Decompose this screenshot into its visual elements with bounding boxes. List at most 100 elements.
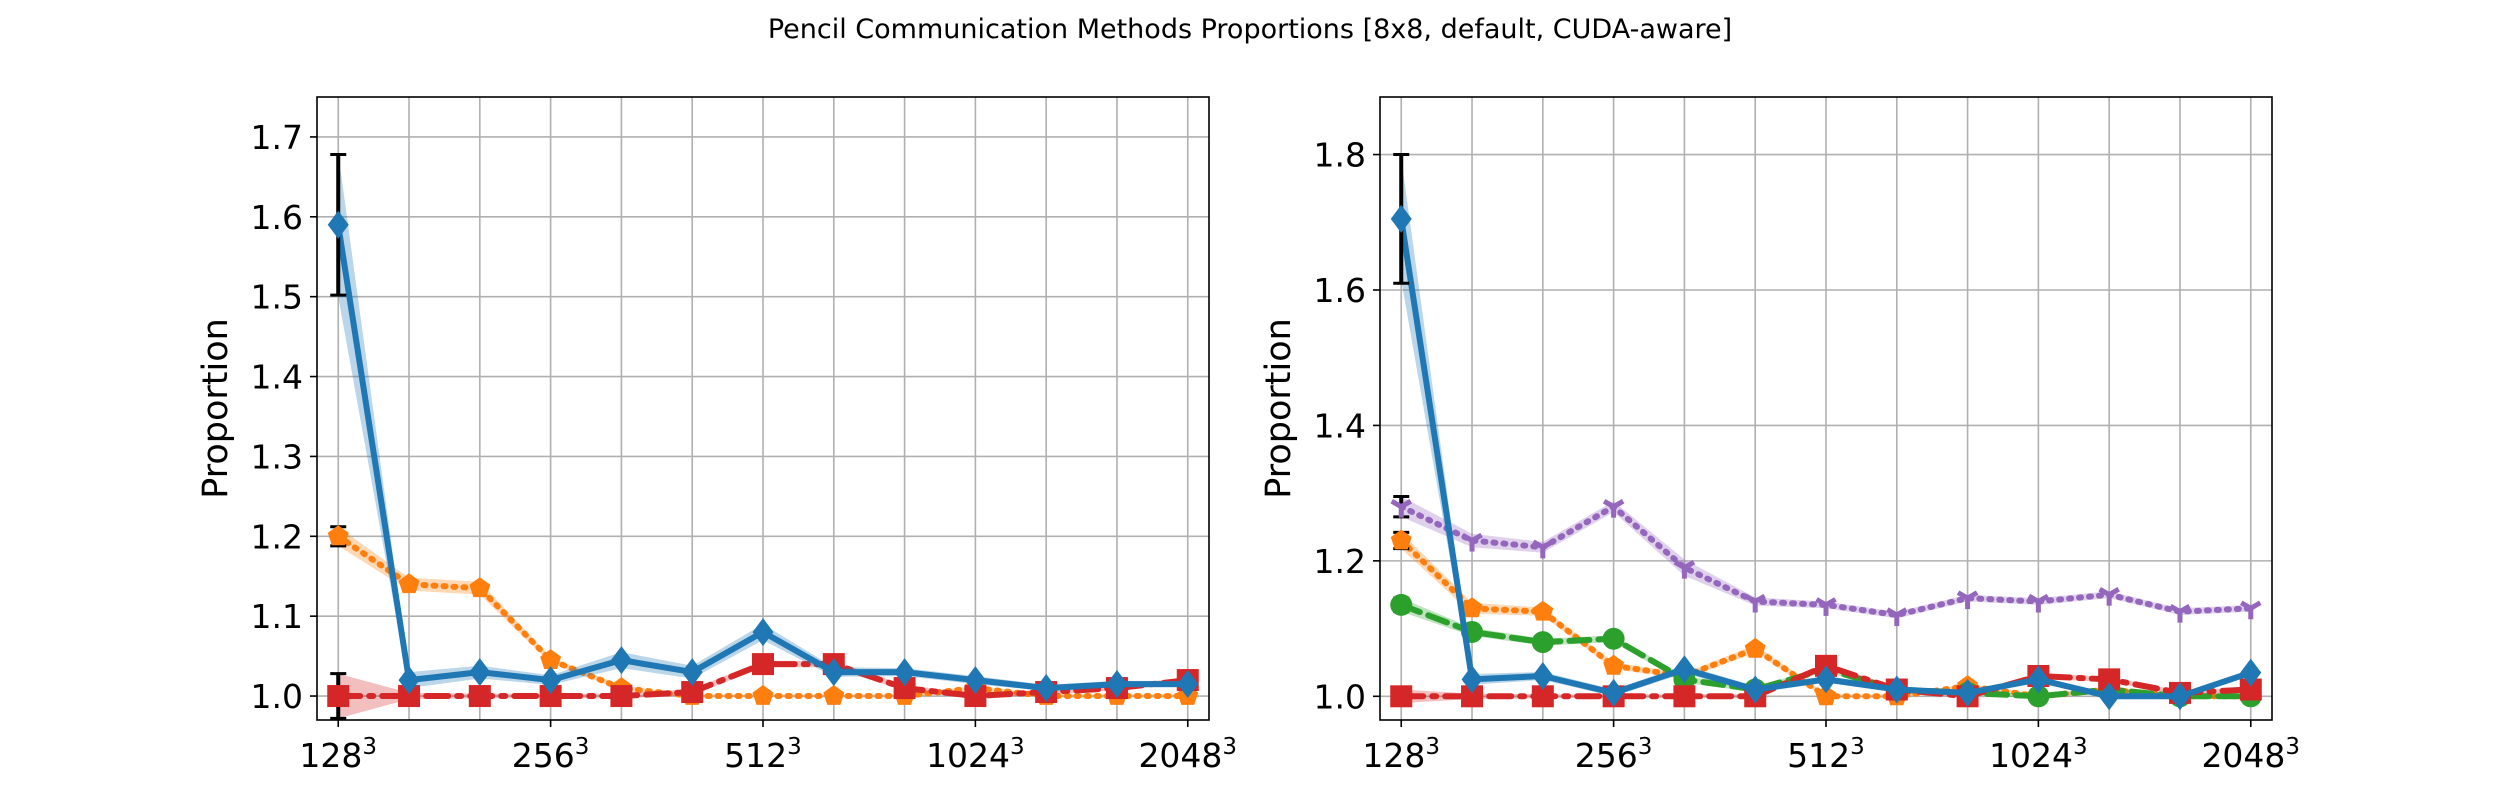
- series-blue: [1390, 153, 2262, 711]
- data-point: [1390, 685, 1413, 708]
- data-point: [1886, 607, 1908, 627]
- data-point: [1744, 675, 1766, 704]
- data-point: [1815, 597, 1837, 616]
- data-point: [964, 666, 986, 695]
- y-tick-label: 1.0: [251, 677, 303, 716]
- data-point: [398, 685, 421, 708]
- data-point: [1603, 678, 1625, 707]
- data-point: [1886, 675, 1908, 704]
- data-point: [1531, 685, 1554, 708]
- data-point: [327, 210, 349, 239]
- grid: [1380, 97, 2272, 720]
- data-point: [1744, 637, 1766, 658]
- data-point: [398, 573, 420, 594]
- data-point: [2098, 668, 2121, 691]
- data-point: [2239, 600, 2262, 620]
- data-point: [1461, 685, 1484, 708]
- y-tick-label: 1.2: [1314, 542, 1366, 581]
- x-tick-label: 2563: [512, 734, 590, 775]
- y-tick-label: 1.4: [1314, 406, 1366, 445]
- data-point: [752, 685, 774, 705]
- data-point: [1956, 590, 1979, 610]
- data-point: [1673, 685, 1696, 708]
- data-point: [1673, 655, 1695, 684]
- data-point: [2027, 685, 2050, 708]
- data-point: [1177, 670, 1199, 699]
- y-tick-label: 1.5: [251, 278, 303, 317]
- data-point: [681, 681, 704, 704]
- data-point: [610, 646, 632, 675]
- data-point: [893, 677, 916, 700]
- data-point: [2169, 603, 2191, 623]
- data-point: [1957, 678, 1979, 707]
- x-tick-label: 10243: [1989, 734, 2088, 775]
- data-point: [610, 685, 633, 708]
- data-point: [1390, 204, 1412, 233]
- data-point: [2098, 682, 2120, 711]
- data-point: [1815, 685, 1837, 706]
- data-point: [752, 618, 774, 647]
- data-point: [327, 685, 350, 708]
- data-point: [1602, 499, 1625, 518]
- data-point: [1532, 661, 1554, 690]
- data-point: [1815, 665, 1837, 694]
- data-point: [1461, 532, 1483, 552]
- data-point: [2098, 587, 2120, 606]
- x-tick-label: 2563: [1575, 734, 1653, 775]
- data-point: [1461, 597, 1483, 618]
- data-point: [1673, 559, 1696, 579]
- x-tick-label: 5123: [1787, 734, 1865, 775]
- y-tick-label: 1.4: [251, 358, 303, 397]
- data-point: [1532, 539, 1554, 559]
- data-point: [1390, 593, 1413, 616]
- data-point: [1531, 631, 1554, 654]
- data-point: [327, 525, 349, 546]
- y-tick-label: 1.8: [1314, 136, 1366, 175]
- x-tick-label: 20483: [1138, 734, 1237, 775]
- data-point: [2240, 658, 2262, 687]
- data-point: [1602, 627, 1625, 650]
- data-point: [539, 685, 562, 708]
- data-point: [1390, 499, 1413, 518]
- data-point: [1744, 593, 1766, 613]
- y-axis-label: Proportion: [1259, 318, 1299, 499]
- data-point: [823, 658, 845, 687]
- left-panel: 1.0 1.1 1.2 1.3 1.4 1.5 1.6 1.7 1283 2563 5123 1024…: [196, 96, 1237, 775]
- data-point: [1461, 665, 1483, 694]
- y-axis-label: Proportion: [196, 318, 236, 499]
- y-tick-label: 1.7: [251, 118, 303, 157]
- series-blue: [327, 152, 1199, 703]
- data-point: [1532, 600, 1554, 621]
- confidence-band: [338, 526, 1188, 698]
- data-point: [2027, 665, 2049, 694]
- data-point: [1106, 670, 1128, 699]
- y-tick-label: 1.3: [251, 437, 303, 476]
- chart-title: Pencil Communication Methods Proportions…: [768, 14, 1732, 45]
- series-purple: [1390, 495, 2262, 627]
- data-point: [752, 653, 774, 676]
- y-tick-label: 1.6: [1314, 271, 1366, 310]
- data-point: [894, 658, 916, 687]
- data-point: [1035, 674, 1057, 703]
- data-point: [1603, 654, 1625, 675]
- data-point: [2239, 678, 2262, 701]
- x-tick-label: 5123: [724, 734, 802, 775]
- y-tick-label: 1.1: [251, 597, 303, 636]
- y-tick-label: 1.0: [1314, 677, 1366, 716]
- x-tick-label: 1283: [299, 734, 377, 775]
- data-point: [823, 685, 845, 705]
- data-point: [681, 658, 703, 687]
- data-point: [468, 685, 491, 708]
- data-point: [1390, 529, 1412, 550]
- x-tick-label: 20483: [2201, 734, 2300, 775]
- data-point: [469, 658, 491, 687]
- x-tick-label: 1283: [1362, 734, 1440, 775]
- data-point: [2027, 593, 2050, 613]
- data-point: [398, 666, 420, 695]
- x-tick-label: 10243: [926, 734, 1025, 775]
- data-point: [2169, 682, 2191, 711]
- right-panel: 1.0 1.2 1.4 1.6 1.8 1283 2563 5123 10243 20483 Pro…: [1259, 96, 2300, 775]
- data-point: [540, 649, 562, 669]
- data-point: [964, 685, 987, 708]
